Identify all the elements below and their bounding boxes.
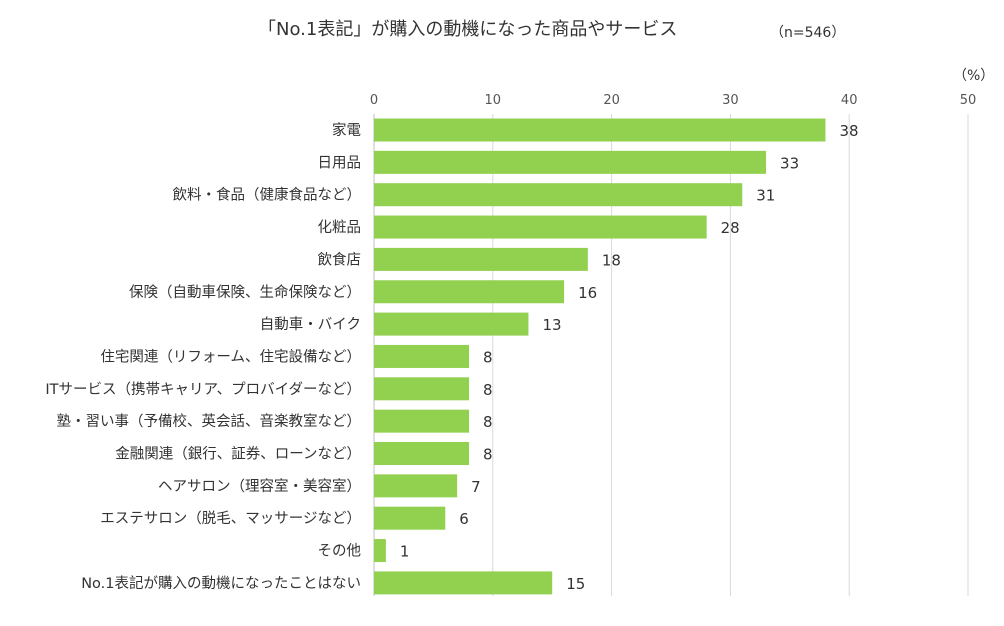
category-label: エステサロン（脱毛、マッサージなど） [100,510,361,527]
value-label: 1 [400,543,410,561]
category-label: 住宅関連（リフォーム、住宅設備など） [100,348,361,365]
bar [374,344,470,368]
bar [374,506,446,530]
x-axis-ticks: 0 10 20 30 40 50 [370,93,976,108]
value-label: 8 [483,446,493,464]
value-label: 16 [578,284,597,302]
value-label: 38 [839,122,858,140]
value-label: 15 [566,575,585,593]
bar [374,183,743,207]
bar [374,280,565,304]
x-tick-label: 0 [370,93,378,108]
bar [374,377,470,401]
bar [374,539,386,563]
value-label: 7 [471,478,481,496]
category-label: その他 [318,543,362,560]
category-label: No.1表記が購入の動機になったことはない [81,575,361,592]
category-label: 塾・習い事（予備校、英会話、音楽教室など） [57,412,362,430]
x-tick-label: 10 [485,93,502,108]
bar [374,442,470,465]
value-label: 28 [721,219,740,237]
category-label: 日用品 [318,154,362,171]
category-label: 家電 [332,122,361,139]
x-tick-label: 50 [960,93,977,108]
bar [374,150,767,174]
value-label: 8 [483,413,493,431]
bar [374,312,529,336]
value-label: 33 [780,154,799,172]
category-label: ヘアサロン（理容室・美容室） [158,478,361,495]
bar [374,247,588,271]
value-label: 6 [459,510,469,528]
category-label: 飲料・食品（健康食品など） [173,187,362,204]
bar [374,215,707,239]
x-tick-label: 40 [841,93,858,108]
bars [374,118,826,595]
x-tick-label: 30 [722,93,739,108]
bar [374,409,470,433]
value-label: 8 [483,381,493,399]
value-label: 8 [483,348,493,366]
sample-size-note: （n=546） [770,25,845,41]
bar [374,118,826,142]
value-label: 18 [602,251,621,269]
category-label: 飲食店 [318,251,362,268]
value-label: 13 [542,316,561,334]
bar [374,474,458,498]
chart-title: 「No.1表記」が購入の動機になった商品やサービス [258,19,677,40]
category-label: 保険（自動車保険、生命保険など） [129,283,361,301]
bar [374,571,553,595]
category-label: 金融関連（銀行、証券、ローンなど） [115,446,361,463]
category-label: ITサービス（携帯キャリア、プロバイダーなど） [45,381,361,398]
x-tick-label: 20 [603,93,620,108]
category-label: 自動車・バイク [260,316,361,333]
category-label: 化粧品 [318,219,362,236]
unit-label: （%） [953,68,994,84]
value-label: 31 [756,187,775,205]
